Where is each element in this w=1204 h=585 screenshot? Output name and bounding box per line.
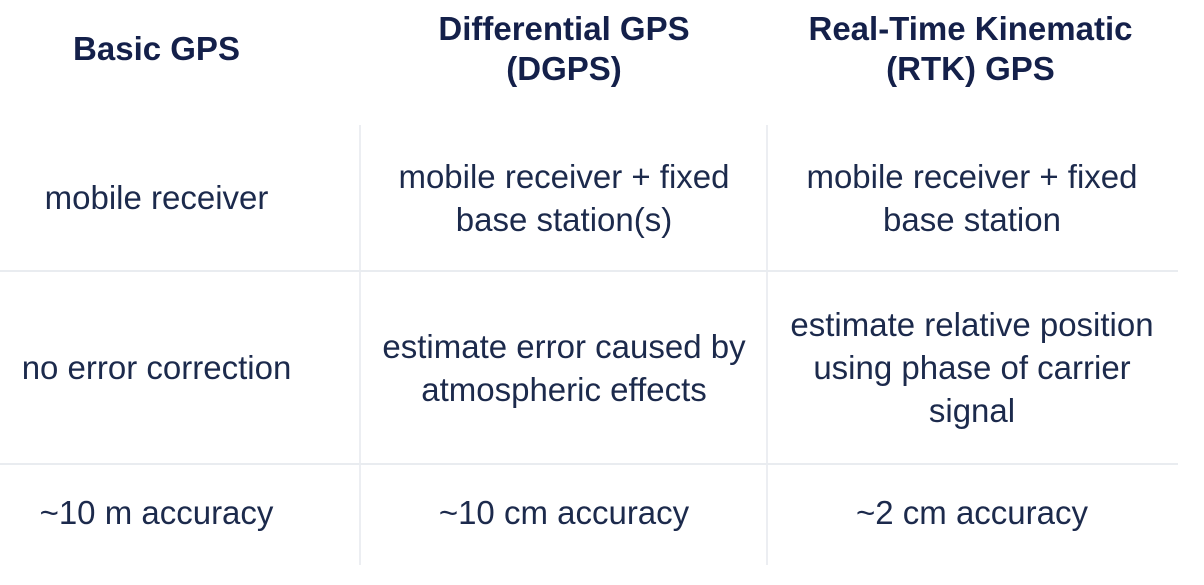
header-differential-gps: Differential GPS (DGPS) — [438, 10, 690, 87]
dgps-correction: estimate error caused by atmospheric eff… — [382, 327, 746, 408]
basic-gps-accuracy: ~10 m accuracy — [39, 494, 274, 531]
basic-gps-setup: mobile receiver — [44, 179, 269, 216]
rtk-accuracy: ~2 cm accuracy — [856, 494, 1088, 531]
dgps-setup: mobile receiver + fixed base station(s) — [398, 157, 730, 238]
header-rtk-gps: Real-Time Kinematic (RTK) GPS — [808, 10, 1133, 87]
header-basic-gps: Basic GPS — [73, 30, 240, 67]
column-divider-2 — [766, 125, 768, 565]
dgps-accuracy: ~10 cm accuracy — [438, 494, 690, 531]
column-divider-1 — [359, 125, 361, 565]
basic-gps-correction: no error correction — [21, 349, 292, 386]
rtk-correction: estimate relative position using phase o… — [790, 306, 1154, 429]
rtk-setup: mobile receiver + fixed base station — [806, 157, 1138, 238]
row-divider-2 — [0, 463, 1178, 465]
row-divider-1 — [0, 270, 1178, 272]
